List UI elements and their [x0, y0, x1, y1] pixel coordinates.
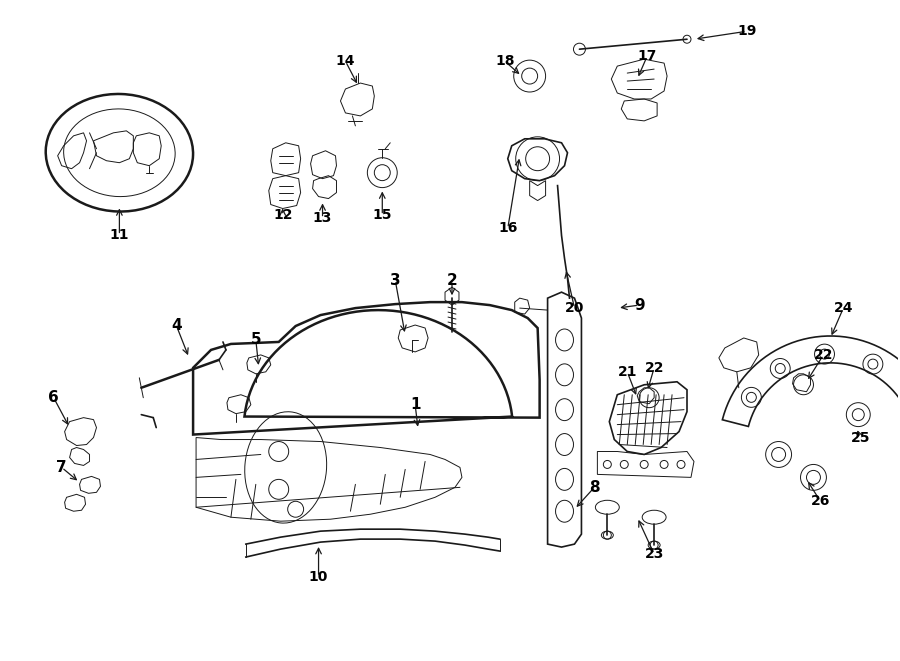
Text: 26: 26 — [811, 494, 830, 508]
Text: 23: 23 — [644, 547, 664, 561]
Text: 16: 16 — [498, 221, 518, 235]
Text: 22: 22 — [644, 361, 664, 375]
Text: 5: 5 — [250, 332, 261, 348]
Text: 9: 9 — [634, 297, 644, 313]
Text: 24: 24 — [833, 301, 853, 315]
Text: 8: 8 — [590, 480, 599, 495]
Text: 12: 12 — [273, 208, 292, 223]
Text: 2: 2 — [446, 273, 457, 288]
Text: 11: 11 — [110, 229, 129, 243]
Text: 15: 15 — [373, 208, 392, 223]
Text: 6: 6 — [49, 390, 59, 405]
Text: 14: 14 — [336, 54, 356, 68]
Text: 4: 4 — [171, 317, 182, 332]
Text: 7: 7 — [57, 460, 67, 475]
Text: 19: 19 — [737, 24, 756, 38]
Text: 20: 20 — [565, 301, 584, 315]
Text: 21: 21 — [617, 365, 637, 379]
Text: 13: 13 — [313, 212, 332, 225]
Text: 17: 17 — [637, 49, 657, 63]
Text: 25: 25 — [850, 430, 870, 445]
Text: 22: 22 — [814, 348, 833, 362]
Text: 3: 3 — [390, 273, 400, 288]
Text: 18: 18 — [495, 54, 515, 68]
Text: 1: 1 — [410, 397, 420, 412]
Text: 10: 10 — [309, 570, 328, 584]
